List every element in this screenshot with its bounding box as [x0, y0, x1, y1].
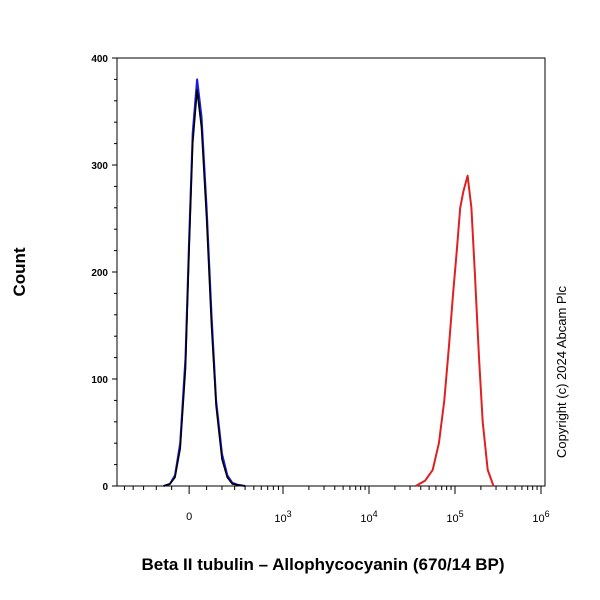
x-tick-label: 105	[446, 509, 463, 525]
y-tick-label: 100	[91, 375, 108, 386]
series-line	[163, 78, 246, 487]
y-tick-label: 300	[91, 161, 108, 172]
x-tick-label: 0	[186, 511, 192, 523]
y-axis: 0 100 200 300 400	[91, 54, 117, 493]
x-axis: 0 103 104 105 106	[123, 486, 550, 525]
y-tick-label: 200	[91, 268, 108, 279]
series-layer	[163, 78, 495, 487]
y-axis-title: Count	[10, 247, 29, 296]
y-tick-label: 400	[91, 54, 108, 65]
y-tick-label: 0	[102, 482, 108, 493]
copyright-annotation: Copyright (c) 2024 Abcam Plc	[554, 286, 569, 458]
series-line	[163, 89, 246, 487]
x-tick-label: 106	[532, 509, 549, 525]
x-tick-label: 104	[360, 509, 377, 525]
x-axis-title: Beta II tubulin – Allophycocyanin (670/1…	[141, 555, 504, 574]
series-line	[415, 174, 495, 487]
x-tick-label: 103	[274, 509, 291, 525]
